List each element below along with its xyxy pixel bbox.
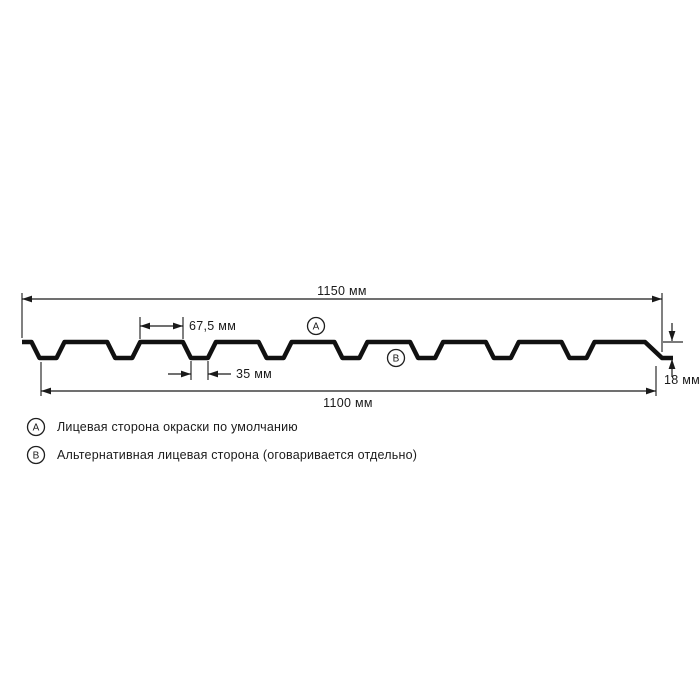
dim-working-width: 1100 мм bbox=[41, 387, 656, 410]
dim-label-profile-height: 18 мм bbox=[664, 373, 700, 387]
dim-rib-bottom-width: 35 мм bbox=[168, 367, 272, 381]
legend-a-letter: A bbox=[33, 423, 40, 434]
marker-b-circle bbox=[386, 348, 406, 368]
dim-overall-width: 1150 мм bbox=[22, 284, 662, 303]
legend-b-circle bbox=[26, 445, 46, 465]
dim-label-overall-width: 1150 мм bbox=[317, 284, 367, 298]
legend-b-letter: B bbox=[33, 451, 40, 462]
sheet-profile-outline bbox=[22, 339, 673, 361]
legend-a-circle bbox=[26, 417, 46, 437]
dim-rib-top-width: 67,5 мм bbox=[140, 319, 236, 333]
legend-a-text: Лицевая сторона окраски по умолчанию bbox=[57, 420, 298, 434]
extension-lines bbox=[21, 293, 683, 396]
dim-label-working-width: 1100 мм bbox=[323, 396, 373, 410]
legend-item-a: A Лицевая сторона окраски по умолчанию bbox=[26, 417, 298, 437]
dim-label-rib-bottom-width: 35 мм bbox=[236, 367, 272, 381]
legend: A Лицевая сторона окраски по умолчанию B… bbox=[26, 417, 417, 465]
dim-profile-height: 18 мм bbox=[664, 323, 700, 387]
legend-b-text: Альтернативная лицевая сторона (оговарив… bbox=[57, 448, 417, 462]
marker-b: B bbox=[386, 348, 406, 368]
dim-label-rib-top-width: 67,5 мм bbox=[189, 319, 236, 333]
marker-b-letter: B bbox=[393, 354, 400, 365]
marker-a: A bbox=[306, 316, 326, 336]
legend-item-b: B Альтернативная лицевая сторона (оговар… bbox=[26, 445, 417, 465]
marker-a-circle bbox=[306, 316, 326, 336]
marker-a-letter: A bbox=[313, 322, 320, 333]
